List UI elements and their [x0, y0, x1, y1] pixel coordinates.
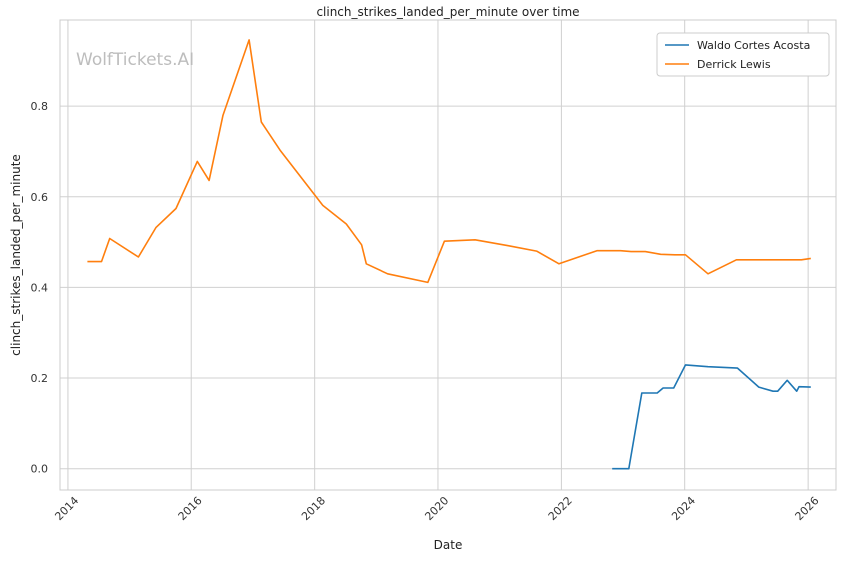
- legend-label-derrick-lewis: Derrick Lewis: [697, 58, 771, 71]
- series-lines: [87, 39, 811, 470]
- y-tick-label-0.0: 0.0: [31, 463, 49, 476]
- plot-frame: [59, 19, 837, 491]
- y-tick-label-0.6: 0.6: [31, 191, 49, 204]
- legend-label-waldo-cortes-acosta: Waldo Cortes Acosta: [697, 39, 810, 52]
- y-tick-label-0.8: 0.8: [31, 100, 49, 113]
- grid-lines: [60, 20, 836, 490]
- watermark-text: WolfTickets.AI: [76, 50, 194, 70]
- y-tick-label-0.2: 0.2: [31, 372, 49, 385]
- y-tick-labels: 0.0 0.2 0.4 0.6 0.8: [31, 100, 49, 476]
- y-axis-title: clinch_strikes_landed_per_minute: [9, 154, 23, 356]
- legend-box: [656, 32, 830, 77]
- y-tick-label-0.4: 0.4: [31, 281, 49, 294]
- chart-title: clinch_strikes_landed_per_minute over ti…: [316, 5, 579, 19]
- series-line-waldo-cortes-acosta: [612, 364, 811, 470]
- legend: Waldo Cortes Acosta Derrick Lewis: [656, 32, 830, 77]
- x-axis-title: Date: [434, 538, 463, 552]
- series-line-derrick-lewis: [87, 39, 811, 284]
